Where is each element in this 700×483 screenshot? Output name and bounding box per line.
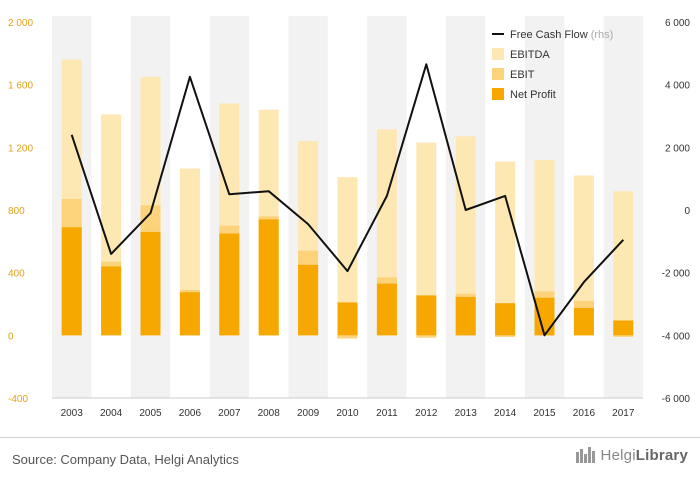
y-right-tick-label: -6 000 <box>662 394 691 405</box>
bar-ebitda <box>573 175 594 336</box>
bar-ebit <box>495 335 516 337</box>
bar-ebitda <box>416 142 437 336</box>
bar-net-profit <box>61 227 82 336</box>
source-note: Source: Company Data, Helgi Analytics <box>12 452 239 467</box>
legend-label-ebitda: EBITDA <box>510 49 550 61</box>
bar-ebit <box>613 335 634 337</box>
x-tick-label: 2007 <box>218 408 241 419</box>
y-left-tick-label: 1 600 <box>8 81 33 92</box>
x-tick-label: 2005 <box>139 408 162 419</box>
helgi-library-logo: HelgiLibrary <box>575 446 688 464</box>
bar-net-profit <box>613 320 634 336</box>
legend-unit-rhs: (rhs) <box>588 29 614 41</box>
y-left-tick-label: 1 200 <box>8 143 33 154</box>
y-right-tick-label: 0 <box>684 206 690 217</box>
x-tick-label: 2003 <box>61 408 84 419</box>
bar-ebit <box>416 335 437 338</box>
x-tick-label: 2012 <box>415 408 438 419</box>
legend-swatch-ebit <box>492 68 504 80</box>
y-left-tick-label: -400 <box>8 394 28 405</box>
y-left-tick-label: 800 <box>8 206 25 217</box>
y-right-tick-label: 4 000 <box>665 81 690 92</box>
y-right-tick-label: -2 000 <box>662 269 691 280</box>
y-right-tick-label: 2 000 <box>665 143 690 154</box>
footer: Source: Company Data, Helgi Analytics He… <box>0 438 700 483</box>
logo-text-bold: Library <box>635 446 688 464</box>
y-right-tick-label: -4 000 <box>662 331 691 342</box>
footer-divider <box>0 437 700 438</box>
y-left-tick-label: 2 000 <box>8 18 33 29</box>
bar-net-profit <box>258 219 279 336</box>
legend-swatch-ebitda <box>492 48 504 60</box>
x-tick-label: 2004 <box>100 408 123 419</box>
bar-ebitda <box>337 177 358 336</box>
bar-net-profit <box>376 283 397 336</box>
y-right-tick-label: 6 000 <box>665 18 690 29</box>
legend-label-free-cash-flow: Free Cash Flow (rhs) <box>510 29 613 41</box>
x-tick-label: 2009 <box>297 408 320 419</box>
x-tick-label: 2017 <box>612 408 635 419</box>
line-free-cash-flow <box>70 63 625 337</box>
bar-net-profit <box>573 307 594 336</box>
library-icon <box>575 447 595 463</box>
x-tick-label: 2013 <box>455 408 478 419</box>
bar-ebitda <box>613 191 634 336</box>
bar-net-profit <box>140 231 161 336</box>
bar-net-profit <box>337 302 358 336</box>
x-tick-label: 2015 <box>533 408 556 419</box>
logo-text-light: Helgi <box>600 446 636 464</box>
y-left-tick-label: 0 <box>8 331 14 342</box>
chart: -400 0 400 800 1 200 1 600 2 000 -6 000 -4 000 -2… <box>8 16 691 419</box>
bar-net-profit <box>534 297 555 336</box>
x-tick-label: 2014 <box>494 408 517 419</box>
legend-label-net-profit: Net Profit <box>510 89 556 101</box>
x-tick-label: 2010 <box>336 408 359 419</box>
bar-net-profit <box>298 264 319 336</box>
bar-net-profit <box>416 295 437 336</box>
x-tick-label: 2006 <box>179 408 202 419</box>
bar-ebitda <box>495 161 516 336</box>
x-tick-label: 2011 <box>376 408 398 419</box>
bar-net-profit <box>219 233 240 336</box>
bar-ebitda <box>455 136 476 336</box>
legend-swatch-net-profit <box>492 88 504 100</box>
bar-net-profit <box>179 292 200 336</box>
x-tick-label: 2008 <box>258 408 281 419</box>
bar-ebitda <box>534 159 555 336</box>
bar-net-profit <box>455 296 476 336</box>
x-tick-label: 2016 <box>573 408 596 419</box>
bar-net-profit <box>101 266 122 336</box>
bar-ebit <box>337 335 358 339</box>
legend-label-ebit: EBIT <box>510 69 535 81</box>
bar-net-profit <box>495 303 516 336</box>
y-left-tick-label: 400 <box>8 269 25 280</box>
